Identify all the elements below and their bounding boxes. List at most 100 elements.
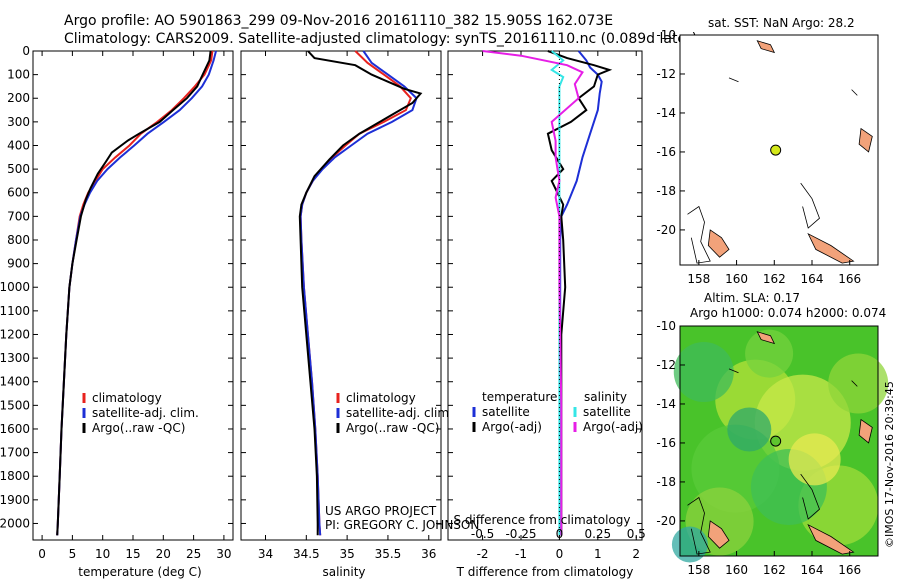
sst_map-xtick-label: 160	[725, 272, 748, 286]
sla_map-field-patch	[828, 353, 889, 414]
depth-tick-label: 900	[7, 257, 30, 271]
sst-map-title: sat. SST: NaN Argo: 28.2	[708, 16, 855, 30]
sla_map-ytick-label: -12	[656, 358, 676, 372]
sst_map-ytick-label: -18	[656, 184, 676, 198]
sla_map-frame	[679, 325, 879, 557]
temperature-xtick-label: 0	[38, 547, 46, 561]
sla_map-ytick-label: -16	[656, 436, 676, 450]
sla_map-xtick-label: 164	[801, 563, 824, 577]
temperature-xtick-label: 25	[186, 547, 201, 561]
sst_map-bathymetry-contour	[728, 77, 739, 83]
difference-top-tick-label: -0.5	[471, 527, 494, 541]
depth-tick-label: 1600	[0, 422, 30, 436]
sst_map-ytick-label: -16	[656, 145, 676, 159]
depth-tick-label: 0	[22, 44, 30, 58]
depth-tick-label: 1700	[0, 446, 30, 460]
salinity-xtick-label: 34	[258, 547, 273, 561]
salinity-xtick-label: 34.5	[293, 547, 320, 561]
sst_map-landmass	[756, 40, 776, 54]
difference-top-tick-label: -0.25	[505, 527, 536, 541]
sla_map-landmass	[858, 418, 873, 444]
sst_map-ytick-label: -12	[656, 67, 676, 81]
header-line-2: Climatology: CARS2009. Satellite-adjuste…	[64, 31, 697, 47]
sla_map-landmass	[807, 523, 855, 555]
depth-tick-label: 1300	[0, 351, 30, 365]
sla_map-float-marker	[770, 435, 782, 447]
depth-tick-label: 100	[7, 68, 30, 82]
temperature-legend-label: Argo(..raw -QC)	[92, 421, 185, 435]
sst_map-bathymetry-contour	[687, 205, 711, 264]
temperature-xtick-label: 10	[95, 547, 110, 561]
difference-series-t-argo-adj-	[546, 50, 613, 536]
difference-temperature-legend-label: Argo(-adj)	[482, 420, 542, 434]
depth-tick-label: 1900	[0, 493, 30, 507]
sla-map-panel: 158 160 162 164 166 -10 -12 -14 -16 -18 -20	[656, 319, 889, 577]
salinity-xtick-label: 35	[339, 547, 354, 561]
difference-top-tick-label: 0	[556, 527, 564, 541]
project-annotation-1: US ARGO PROJECT	[325, 504, 437, 518]
temperature-legend-label: climatology	[92, 391, 162, 405]
sla_map-xtick-label: 160	[725, 563, 748, 577]
difference-axes-frame	[447, 50, 643, 541]
difference-top-tick-label: 0.25	[584, 527, 611, 541]
sst_map-bathymetry-contour	[800, 182, 820, 229]
temperature-xtick-label: 20	[156, 547, 171, 561]
salinity-xtick-label: 35.5	[375, 547, 402, 561]
salinity-xtick-label: 36	[421, 547, 436, 561]
sla_map-xtick-label: 158	[687, 563, 710, 577]
sst_map-frame	[679, 34, 879, 266]
sst_map-xtick-label: 162	[763, 272, 786, 286]
salinity-series-argo-raw-qc-	[298, 50, 423, 536]
sla_map-bathymetry-contour	[728, 368, 739, 374]
sst_map-bathymetry-contour	[851, 89, 858, 96]
difference-xtick-label: 2	[632, 547, 640, 561]
difference-legend-title-salinity: salinity	[584, 390, 627, 404]
imos-stamp: ©IMOS 17-Nov-2016 20:39:45	[883, 381, 896, 548]
salinity-axes-frame	[240, 50, 442, 541]
depth-tick-label: 1000	[0, 280, 30, 294]
depth-tick-label: 1500	[0, 398, 30, 412]
sla_map-field-patch	[788, 433, 841, 486]
sla_map-field-patch	[745, 329, 794, 378]
sla_map-field-patch	[727, 407, 772, 452]
sst_map-xtick-label: 158	[687, 272, 710, 286]
sla_map-xtick-label: 162	[763, 563, 786, 577]
difference-salinity-legend-label: Argo(-adj)	[583, 420, 643, 434]
sst_map-float-marker	[770, 144, 782, 156]
sst_map-landmass	[707, 229, 730, 258]
difference-xtick-label: -1	[515, 547, 527, 561]
temperature-xtick-label: 30	[216, 547, 231, 561]
sla_map-field-patch	[673, 342, 734, 402]
difference-temperature-legend-label: satellite	[482, 405, 530, 419]
salinity-xlabel: salinity	[322, 565, 365, 579]
difference-salinity-legend-label: satellite	[583, 405, 631, 419]
salinity-legend-label: climatology	[346, 391, 416, 405]
sst_map-landmass	[807, 232, 855, 264]
sla_map-field-patch	[671, 526, 708, 563]
difference-xlabel: T difference from climatology	[456, 565, 634, 579]
depth-tick-label: 200	[7, 91, 30, 105]
sst_map-xtick-label: 164	[801, 272, 824, 286]
sla_map-ytick-label: -10	[656, 319, 676, 333]
sst_map-ytick-label: -14	[656, 106, 676, 120]
sst_map-ytick-label: -20	[656, 223, 676, 237]
sla_map-ytick-label: -20	[656, 514, 676, 528]
temperature-xtick-label: 5	[69, 547, 77, 561]
sst_map-ytick-label: -10	[656, 28, 676, 42]
sst-map-panel: 158 160 162 164 166 -10 -12 -14 -16 -18 -20	[656, 28, 879, 286]
salinity-legend-label: satellite-adj. clim.	[346, 406, 453, 420]
depth-tick-label: 500	[7, 162, 30, 176]
sla_map-landmass	[756, 331, 776, 345]
sla_map-landmass	[707, 520, 730, 549]
salinity-panel: 34 34.5 35 35.5 36 climatologysatellite-adj. …	[240, 50, 453, 561]
difference-legend-title-temperature: temperature	[482, 390, 557, 404]
depth-tick-label: 700	[7, 209, 30, 223]
temperature-legend-label: satellite-adj. clim.	[92, 406, 199, 420]
temperature-xtick-label: 15	[125, 547, 140, 561]
sla_map-xtick-label: 166	[838, 563, 861, 577]
difference-top-xlabel: S difference from climatology	[454, 513, 631, 527]
depth-tick-label: 400	[7, 138, 30, 152]
depth-tick-label: 600	[7, 186, 30, 200]
difference-xtick-label: 1	[594, 547, 602, 561]
sla_map-ytick-label: -14	[656, 397, 676, 411]
